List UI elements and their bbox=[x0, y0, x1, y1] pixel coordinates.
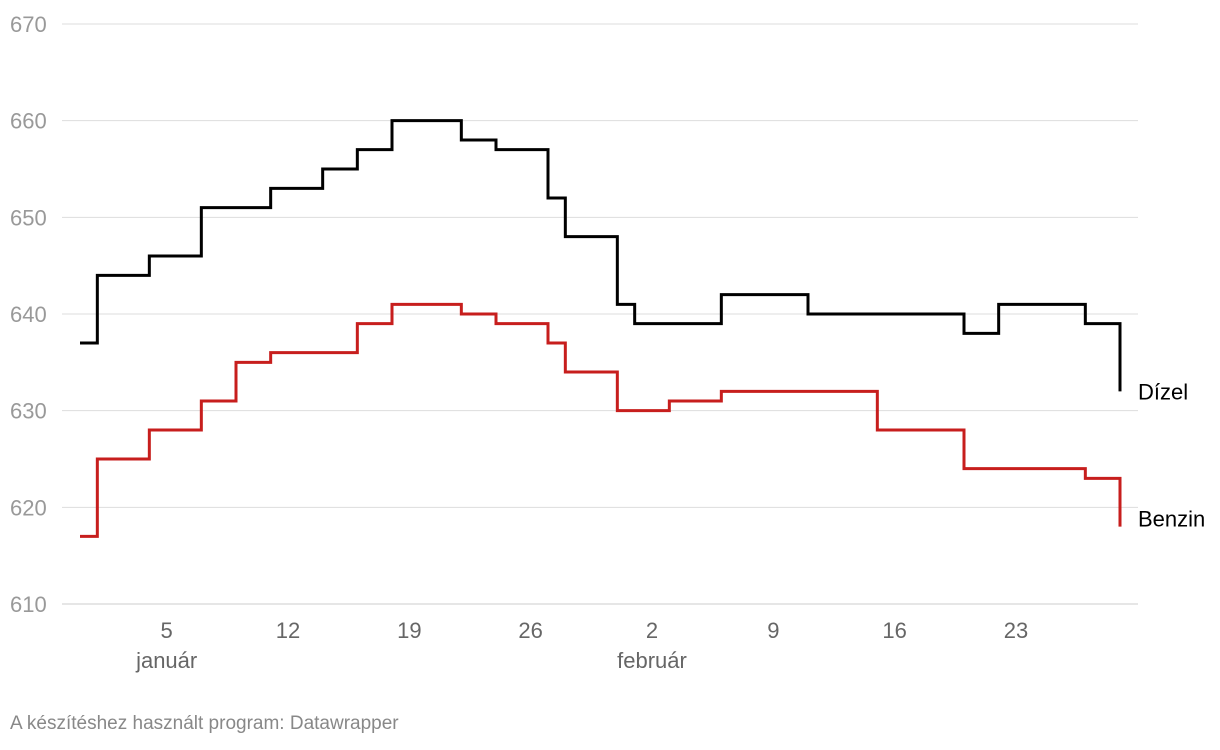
series-label: Benzin bbox=[1138, 507, 1205, 532]
y-tick-label: 670 bbox=[10, 12, 47, 37]
y-tick-label: 630 bbox=[10, 399, 47, 424]
series-line-benzin bbox=[80, 302, 1122, 538]
y-tick-label: 620 bbox=[10, 495, 47, 520]
line-chart: 610 620 630 640 650 660 670 5 12 19 26 2 9 16 23 januá… bbox=[10, 12, 1205, 673]
y-tick-label: 610 bbox=[10, 592, 47, 617]
series-lines bbox=[80, 119, 1122, 538]
x-axis-ticks: 5 12 19 26 2 9 16 23 január február bbox=[135, 618, 1028, 673]
series-line-dizel bbox=[80, 119, 1122, 392]
credit-footer: A készítéshez használt program: Datawrap… bbox=[10, 713, 399, 734]
x-tick-label: 19 bbox=[397, 618, 421, 643]
y-tick-label: 660 bbox=[10, 109, 47, 134]
x-tick-label: 5 bbox=[161, 618, 173, 643]
x-tick-label: 16 bbox=[882, 618, 906, 643]
x-tick-label: 2 bbox=[646, 618, 658, 643]
series-label: Dízel bbox=[1138, 379, 1188, 404]
series-labels: Dízel Benzin bbox=[1138, 379, 1205, 531]
month-label: január bbox=[135, 648, 197, 673]
month-label: február bbox=[617, 648, 687, 673]
y-tick-label: 650 bbox=[10, 205, 47, 230]
x-tick-label: 9 bbox=[767, 618, 779, 643]
y-tick-label: 640 bbox=[10, 302, 47, 327]
x-tick-label: 12 bbox=[276, 618, 300, 643]
x-tick-label: 23 bbox=[1004, 618, 1028, 643]
gridlines bbox=[62, 23, 1138, 605]
y-axis-ticks: 610 620 630 640 650 660 670 bbox=[10, 12, 47, 617]
x-tick-label: 26 bbox=[518, 618, 542, 643]
